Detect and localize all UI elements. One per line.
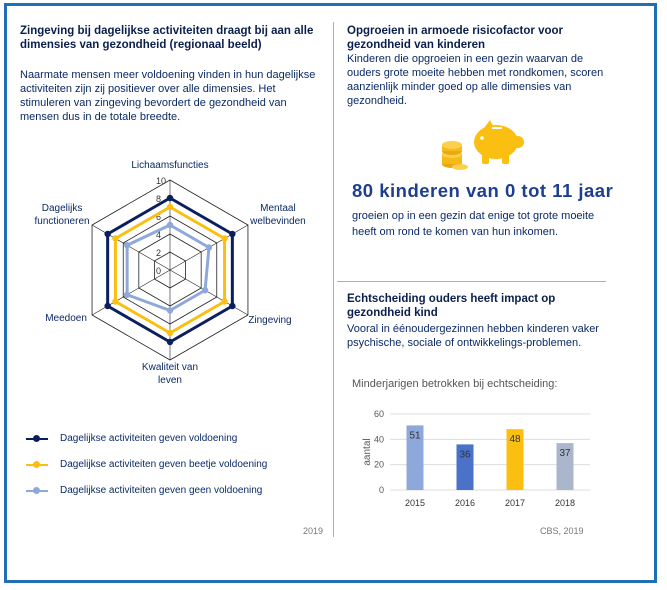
divorce-heading: Echtscheiding ouders heeft impact op gez… bbox=[347, 293, 556, 319]
radar-point bbox=[123, 242, 131, 249]
bar-category-label: 2017 bbox=[505, 498, 525, 508]
left-heading: Zingeving bij dagelijkse activiteiten dr… bbox=[20, 25, 314, 51]
bar-y-tick: 60 bbox=[374, 409, 384, 419]
radar-spoke bbox=[91, 269, 171, 316]
bar-y-axis-label: aantal bbox=[362, 438, 373, 465]
coins-icon bbox=[442, 141, 468, 170]
radar-axis-label: Lichaamsfuncties bbox=[131, 160, 208, 171]
legend-label: Dagelijkse activiteiten geven beetje vol… bbox=[60, 459, 268, 470]
radar-point bbox=[201, 287, 209, 294]
radar-series-line bbox=[125, 223, 211, 312]
horizontal-divider bbox=[337, 281, 606, 282]
radar-tick-label: 10 bbox=[156, 176, 166, 186]
bar-category-label: 2018 bbox=[555, 498, 575, 508]
piggy-bank-icon bbox=[474, 120, 524, 164]
radar-point bbox=[123, 291, 131, 298]
legend-label: Dagelijkse activiteiten geven geen voldo… bbox=[60, 485, 263, 496]
radar-point bbox=[221, 298, 228, 305]
bar-value-label: 51 bbox=[409, 430, 421, 441]
bar-value-label: 48 bbox=[509, 434, 521, 445]
radar-axis-label: Dagelijks bbox=[42, 203, 83, 214]
radar-axis-label: welbevinden bbox=[249, 216, 306, 227]
radar-axis-label: Zingeving bbox=[248, 315, 291, 326]
radar-point bbox=[166, 329, 174, 337]
radar-point bbox=[221, 235, 228, 242]
radar-chart: 0 2 4 6 8 10 Lichaamsfuncties Mentaal welbevinde… bbox=[35, 160, 306, 386]
radar-point bbox=[104, 230, 111, 238]
radar-tick-label: 4 bbox=[156, 230, 161, 240]
divorce-body-text: Vooral in éénoudergezinnen hebben kinder… bbox=[347, 323, 599, 349]
radar-tick-label: 6 bbox=[156, 212, 161, 222]
bar-2018 bbox=[556, 443, 574, 490]
bar-chart: 0 20 40 60 aantal 51 2015 36 2016 48 2017 37 2018 bbox=[362, 409, 590, 508]
poverty-heading: Opgroeien in armoede risicofactor voor g… bbox=[347, 25, 563, 51]
bar-2015 bbox=[406, 425, 424, 490]
bar-y-tick: 20 bbox=[374, 460, 384, 470]
radar-point bbox=[112, 235, 119, 242]
infographic-frame bbox=[4, 3, 657, 583]
legend-dot bbox=[33, 461, 40, 468]
radar-point bbox=[229, 230, 236, 238]
children-stat-description: groeien op in een gezin dat enige tot gr… bbox=[352, 210, 595, 238]
radar-spoke bbox=[169, 269, 249, 316]
bar-category-label: 2016 bbox=[455, 498, 475, 508]
bar-2016 bbox=[456, 444, 474, 490]
radar-point bbox=[166, 307, 174, 314]
bar-chart-title: Minderjarigen betrokken bij echtscheidin… bbox=[352, 378, 558, 390]
legend-label: Dagelijkse activiteiten geven voldoening bbox=[60, 433, 238, 444]
radar-point bbox=[104, 302, 111, 310]
radar-axis-label: Kwaliteit van bbox=[142, 362, 198, 373]
radar-point bbox=[229, 302, 236, 310]
left-year-label: 2019 bbox=[303, 526, 324, 536]
bar-y-tick: 40 bbox=[374, 434, 384, 444]
bar-category-label: 2015 bbox=[405, 498, 425, 508]
radar-point bbox=[166, 194, 174, 202]
radar-axis-label: Meedoen bbox=[45, 313, 87, 324]
legend-dot bbox=[33, 435, 40, 442]
bar-value-label: 37 bbox=[559, 448, 571, 459]
radar-axis-label: Mentaal bbox=[260, 203, 296, 214]
radar-tick-label: 0 bbox=[156, 266, 161, 276]
bar-y-tick: 0 bbox=[379, 485, 384, 495]
children-stat: 80 kinderen van 0 tot 11 jaar bbox=[352, 180, 614, 201]
bar-value-label: 36 bbox=[459, 449, 471, 460]
poverty-body-text: Kinderen die opgroeien in een gezin waar… bbox=[347, 53, 604, 107]
radar-point bbox=[112, 298, 119, 305]
radar-point bbox=[166, 203, 174, 211]
radar-tick-label: 8 bbox=[156, 194, 161, 204]
radar-axis-label: leven bbox=[158, 375, 182, 386]
radar-point bbox=[205, 244, 213, 251]
bar-2017 bbox=[506, 429, 524, 490]
radar-tick-label: 2 bbox=[156, 248, 161, 258]
vertical-divider bbox=[333, 22, 334, 537]
radar-axis-label: functioneren bbox=[35, 216, 90, 227]
piggy-bank-group bbox=[442, 120, 524, 170]
left-body-text: Naarmate mensen meer voldoening vinden i… bbox=[20, 69, 316, 123]
radar-point bbox=[166, 221, 174, 229]
radar-point bbox=[166, 338, 174, 346]
source-label: CBS, 2019 bbox=[540, 526, 584, 536]
legend-dot bbox=[33, 487, 40, 494]
